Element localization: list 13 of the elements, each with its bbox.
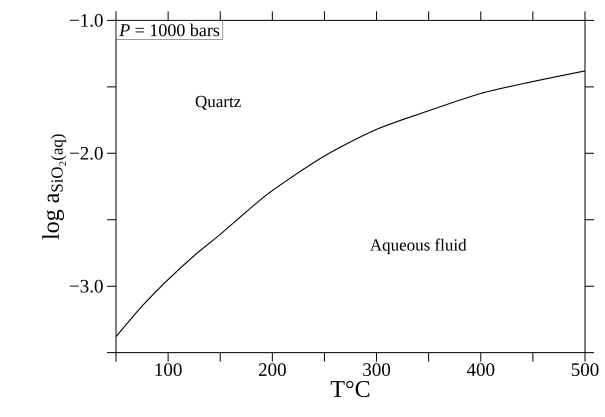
x-tick-label: 500 bbox=[572, 363, 599, 376]
annotation: Quartz bbox=[196, 96, 241, 110]
y-axis-title: log a$_{SiO₂(aq)}$ bbox=[42, 134, 66, 240]
x-tick-label: 100 bbox=[156, 363, 182, 376]
x-tick-label: 400 bbox=[466, 363, 494, 376]
x-tick-label: 200 bbox=[258, 363, 286, 376]
annotation: P = 1000 bars bbox=[119, 24, 220, 36]
y-tick-label: −2.0 bbox=[70, 146, 103, 160]
y-tick-label: −1.0 bbox=[70, 14, 103, 27]
y-tick-label: −3.0 bbox=[70, 280, 103, 293]
annotation: Aqueous fluid bbox=[370, 238, 466, 254]
x-axis-title: T°C bbox=[330, 380, 370, 398]
x-tick-label: 300 bbox=[363, 363, 390, 376]
